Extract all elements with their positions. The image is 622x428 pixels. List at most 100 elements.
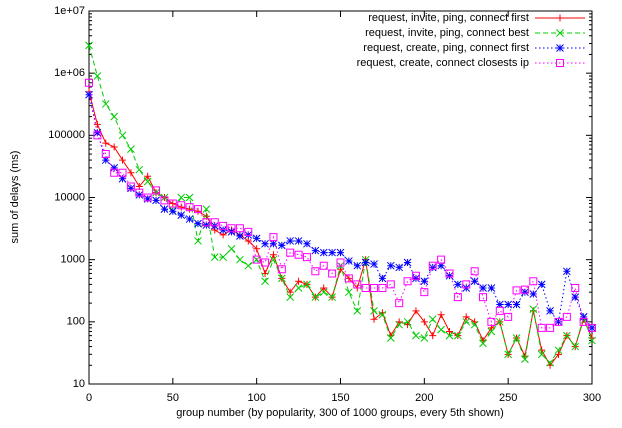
data-point bbox=[118, 168, 127, 177]
data-point bbox=[428, 315, 437, 324]
data-point bbox=[303, 239, 311, 248]
data-point bbox=[127, 184, 135, 193]
data-point bbox=[386, 261, 395, 270]
data-point bbox=[403, 258, 412, 267]
x-tick-label: 0 bbox=[86, 392, 92, 404]
data-point bbox=[328, 269, 337, 278]
data-point bbox=[453, 293, 462, 302]
data-point bbox=[437, 255, 446, 264]
data-point bbox=[521, 352, 529, 360]
x-tick-label: 200 bbox=[415, 392, 433, 404]
y-tick-label: 100000 bbox=[48, 129, 85, 141]
data-point bbox=[370, 260, 378, 268]
data-point bbox=[135, 188, 144, 197]
data-point bbox=[403, 277, 412, 286]
data-point bbox=[244, 227, 253, 236]
data-point bbox=[319, 248, 328, 257]
data-point bbox=[454, 280, 462, 289]
data-point bbox=[302, 253, 311, 262]
data-point bbox=[345, 257, 353, 265]
data-point bbox=[554, 317, 563, 326]
data-point bbox=[479, 339, 487, 348]
data-point bbox=[429, 332, 437, 340]
data-point bbox=[445, 327, 453, 335]
data-point bbox=[261, 277, 269, 286]
data-point bbox=[504, 350, 513, 359]
data-point bbox=[127, 145, 135, 153]
data-point bbox=[378, 310, 387, 319]
data-point bbox=[437, 311, 445, 319]
data-point bbox=[495, 306, 504, 315]
data-point bbox=[462, 313, 470, 321]
data-point bbox=[454, 331, 462, 340]
data-point bbox=[403, 317, 412, 326]
y-tick-label: 100 bbox=[67, 316, 85, 328]
data-point bbox=[546, 323, 555, 332]
legend-label: request, invite, ping, connect first bbox=[368, 12, 529, 24]
data-point bbox=[101, 150, 110, 159]
data-point bbox=[319, 288, 328, 297]
data-point bbox=[102, 139, 110, 147]
x-axis-label: group number (by popularity, 300 of 1000… bbox=[176, 407, 504, 419]
plot-frame bbox=[88, 10, 593, 385]
data-point bbox=[294, 237, 303, 245]
data-point bbox=[219, 253, 227, 261]
data-point bbox=[219, 226, 227, 234]
data-point bbox=[85, 78, 93, 87]
data-point bbox=[562, 312, 571, 321]
y-axis-label: sum of delays (ms) bbox=[9, 151, 21, 244]
data-point bbox=[370, 315, 378, 323]
legend-label: request, invite, ping, connect best bbox=[365, 27, 529, 39]
data-point bbox=[479, 284, 487, 292]
data-point bbox=[235, 224, 244, 233]
data-point bbox=[537, 323, 546, 332]
data-point bbox=[470, 320, 479, 329]
data-point bbox=[177, 193, 186, 202]
data-point bbox=[202, 218, 211, 227]
data-point bbox=[160, 196, 169, 205]
data-point bbox=[328, 248, 336, 257]
y-tick-label: 1e+06 bbox=[54, 67, 85, 79]
data-point bbox=[295, 277, 303, 285]
data-point bbox=[93, 131, 102, 140]
data-point bbox=[227, 224, 236, 233]
data-point bbox=[85, 90, 93, 99]
data-point bbox=[286, 237, 295, 245]
data-point bbox=[445, 271, 454, 280]
data-point bbox=[236, 255, 244, 264]
data-point bbox=[160, 205, 169, 213]
data-point bbox=[412, 331, 420, 340]
data-point bbox=[579, 317, 588, 326]
data-point bbox=[344, 274, 353, 283]
data-point bbox=[261, 258, 270, 267]
data-point bbox=[110, 163, 119, 172]
data-point bbox=[110, 168, 119, 177]
data-point bbox=[336, 248, 345, 257]
data-point bbox=[93, 128, 102, 137]
data-point bbox=[143, 177, 152, 186]
data-point bbox=[437, 261, 445, 270]
data-point bbox=[152, 196, 160, 205]
data-point bbox=[588, 324, 596, 332]
data-point bbox=[537, 350, 546, 359]
data-point bbox=[169, 200, 177, 208]
data-point bbox=[194, 237, 202, 245]
data-point bbox=[193, 205, 202, 214]
data-point bbox=[152, 188, 160, 197]
data-point bbox=[420, 334, 429, 342]
data-point bbox=[202, 205, 211, 213]
data-point bbox=[269, 233, 278, 242]
data-point bbox=[85, 41, 93, 50]
legend-marker bbox=[556, 14, 564, 22]
data-point bbox=[177, 201, 186, 210]
data-point bbox=[428, 261, 437, 270]
y-tick-label: 1000 bbox=[61, 254, 85, 266]
data-point bbox=[126, 182, 135, 191]
data-point bbox=[294, 250, 303, 259]
data-point bbox=[546, 307, 554, 315]
data-point bbox=[537, 280, 546, 289]
data-point bbox=[244, 237, 252, 245]
data-point bbox=[579, 313, 588, 321]
data-point bbox=[319, 261, 328, 270]
